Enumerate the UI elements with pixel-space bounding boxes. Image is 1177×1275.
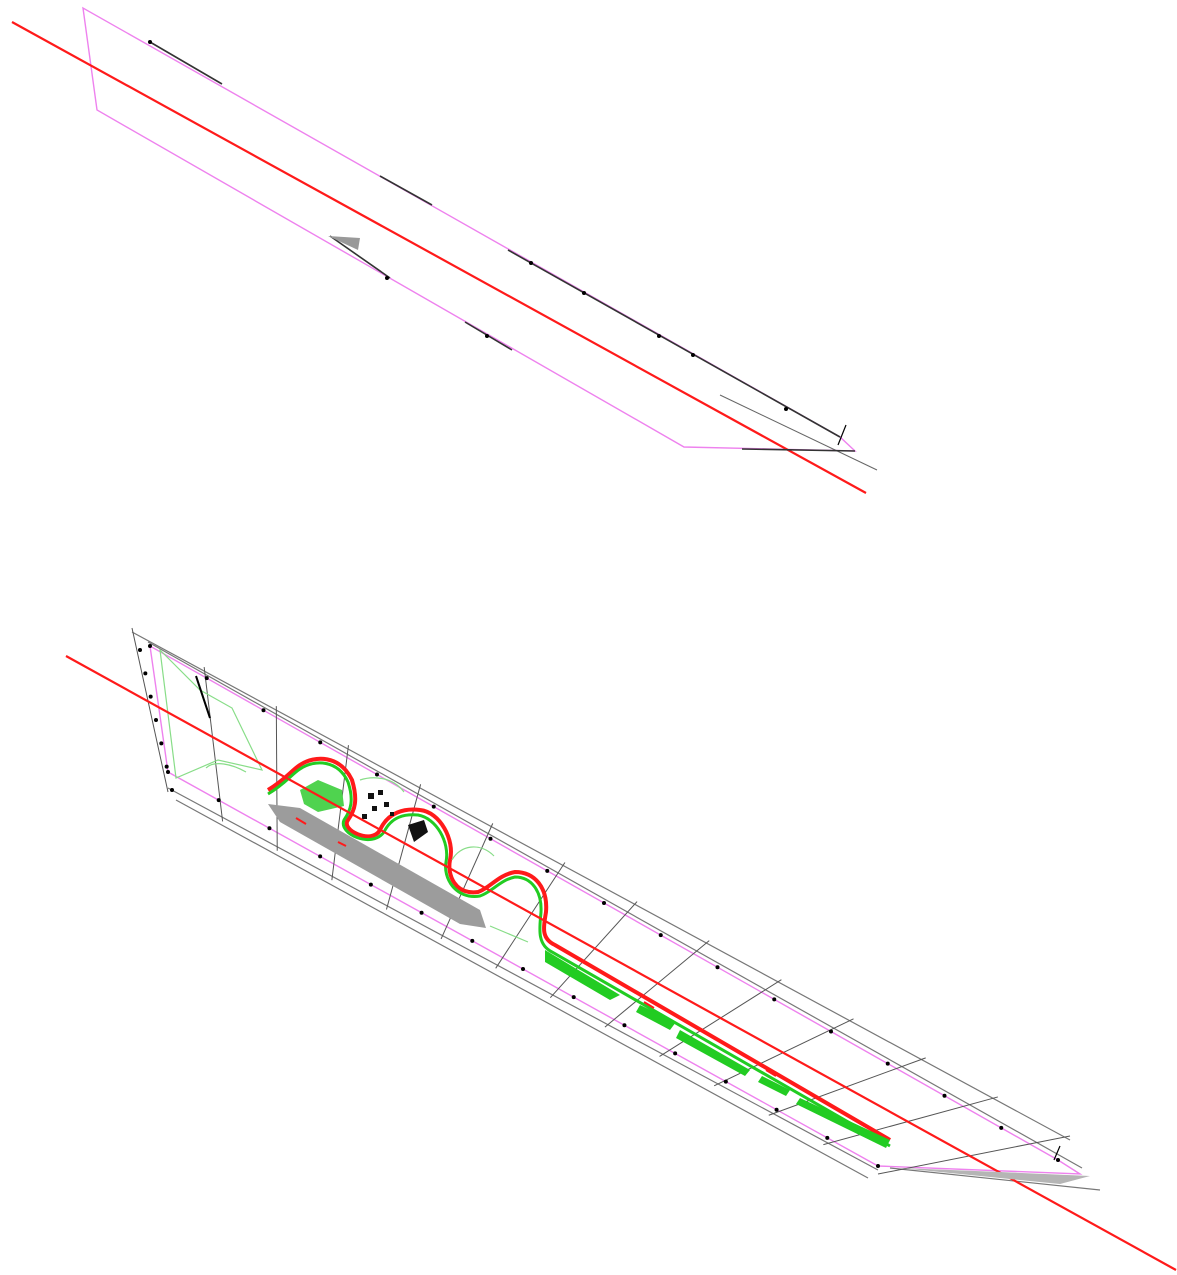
survey-point — [772, 997, 777, 1002]
upper-plan-boundary — [82, 6, 857, 452]
lower-plan-paving-band — [268, 804, 486, 928]
survey-point — [715, 965, 720, 970]
survey-point — [159, 741, 164, 746]
lower-plan-light-outlines — [205, 763, 529, 943]
lower-plan-outer-lines — [131, 631, 1101, 1191]
lower-plan-end-tick — [1053, 1145, 1061, 1161]
survey-point — [829, 1029, 833, 1034]
grid-line — [877, 1135, 1071, 1175]
lower-plan-boundary — [149, 644, 1083, 1175]
upper-plan-points — [148, 40, 788, 411]
grid-line — [549, 901, 638, 999]
upper-plan-view — [11, 6, 878, 494]
lower-plan-centerline — [65, 655, 1177, 1271]
survey-point — [419, 910, 424, 915]
survey-point — [164, 764, 169, 769]
survey-point — [545, 868, 550, 873]
survey-point — [885, 1061, 890, 1066]
lower-plan-end-wedge — [900, 1168, 1090, 1184]
grid-line — [203, 667, 224, 822]
survey-point — [143, 671, 148, 676]
survey-point — [622, 1023, 627, 1028]
upper-plan-end-tick — [837, 424, 847, 446]
survey-point — [723, 1079, 728, 1084]
survey-point — [261, 708, 266, 713]
lower-plan-planting-bed-green — [267, 761, 891, 1148]
lower-plan-planting-bed — [266, 756, 892, 1142]
grid-line — [440, 823, 494, 940]
survey-point — [166, 770, 170, 774]
survey-point — [774, 1107, 779, 1112]
lower-plan-dark-hatch — [362, 790, 428, 842]
survey-point — [1056, 1158, 1060, 1162]
lower-plan-points — [138, 644, 1060, 1168]
survey-point — [470, 938, 475, 943]
survey-point — [154, 718, 158, 722]
lower-plan-red-marks — [295, 817, 777, 1077]
grid-line — [275, 706, 278, 851]
survey-point — [488, 836, 493, 841]
grid-line — [495, 862, 566, 969]
survey-point — [138, 648, 142, 652]
grid-line — [131, 627, 169, 793]
grid-line — [768, 1057, 926, 1116]
lower-plan-planting-patches — [300, 780, 890, 1148]
survey-point — [999, 1125, 1004, 1130]
survey-point — [318, 740, 323, 745]
survey-point — [375, 772, 379, 777]
survey-point — [521, 967, 525, 971]
survey-point — [876, 1164, 880, 1168]
lower-plan-left-black-edge — [195, 675, 211, 719]
survey-point — [318, 854, 323, 859]
upper-plan-centerline — [11, 21, 867, 494]
survey-point — [942, 1093, 947, 1098]
survey-point — [216, 798, 221, 803]
survey-point — [148, 694, 153, 699]
survey-point — [170, 788, 174, 792]
survey-point — [602, 901, 606, 905]
survey-point — [148, 644, 152, 648]
survey-point — [368, 882, 373, 887]
lower-plan-view — [65, 627, 1177, 1271]
survey-point — [825, 1135, 830, 1140]
survey-point — [673, 1051, 678, 1056]
upper-plan-edge-line — [719, 394, 878, 471]
survey-point — [658, 933, 663, 938]
upper-plan-paving-wedge — [328, 236, 360, 250]
grid-line — [385, 784, 422, 910]
survey-point — [431, 804, 436, 809]
survey-point — [571, 995, 576, 1000]
survey-point — [204, 676, 209, 681]
survey-point — [267, 826, 272, 831]
lower-plan-left-planting-outline — [159, 648, 264, 779]
grid-line — [823, 1096, 998, 1146]
